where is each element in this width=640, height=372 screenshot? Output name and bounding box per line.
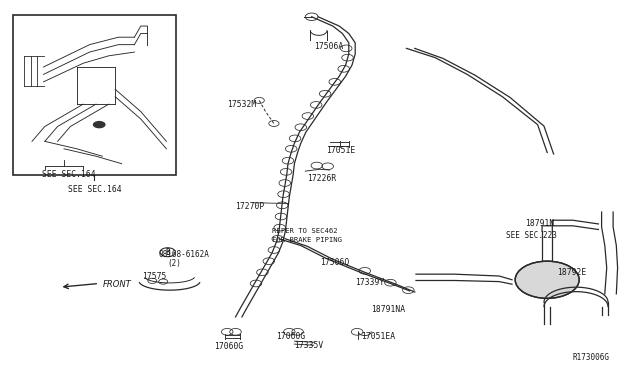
- Text: REFER TO SEC462: REFER TO SEC462: [272, 228, 338, 234]
- Text: FOR BRAKE PIPING: FOR BRAKE PIPING: [272, 237, 342, 243]
- Text: 17532M: 17532M: [227, 100, 257, 109]
- Text: SEE SEC.164: SEE SEC.164: [68, 185, 121, 194]
- Text: SEE SEC.223: SEE SEC.223: [506, 231, 556, 240]
- Text: 17506Q: 17506Q: [320, 258, 349, 267]
- Text: 17060G: 17060G: [276, 332, 306, 341]
- Text: FRONT: FRONT: [102, 280, 131, 289]
- Text: 18792E: 18792E: [557, 268, 586, 277]
- Text: 17506A: 17506A: [314, 42, 343, 51]
- Circle shape: [515, 261, 579, 298]
- Text: SEE SEC.164: SEE SEC.164: [42, 170, 96, 179]
- Text: R173006G: R173006G: [573, 353, 610, 362]
- Text: 17051EA: 17051EA: [361, 332, 395, 341]
- Text: B: B: [165, 248, 170, 257]
- Text: 17270P: 17270P: [236, 202, 265, 211]
- Text: 18791N: 18791N: [525, 219, 554, 228]
- Text: 08168-6162A: 08168-6162A: [159, 250, 209, 259]
- Bar: [13, 15, 176, 175]
- Text: 18791NA: 18791NA: [371, 305, 405, 314]
- Text: (2): (2): [168, 259, 182, 268]
- Circle shape: [93, 121, 106, 128]
- Text: 17335V: 17335V: [294, 341, 324, 350]
- Text: 17060G: 17060G: [214, 342, 244, 351]
- Text: 17339Y: 17339Y: [355, 278, 385, 287]
- Text: 17575: 17575: [142, 272, 166, 280]
- Text: 17051E: 17051E: [326, 146, 356, 155]
- Text: 17226R: 17226R: [307, 174, 337, 183]
